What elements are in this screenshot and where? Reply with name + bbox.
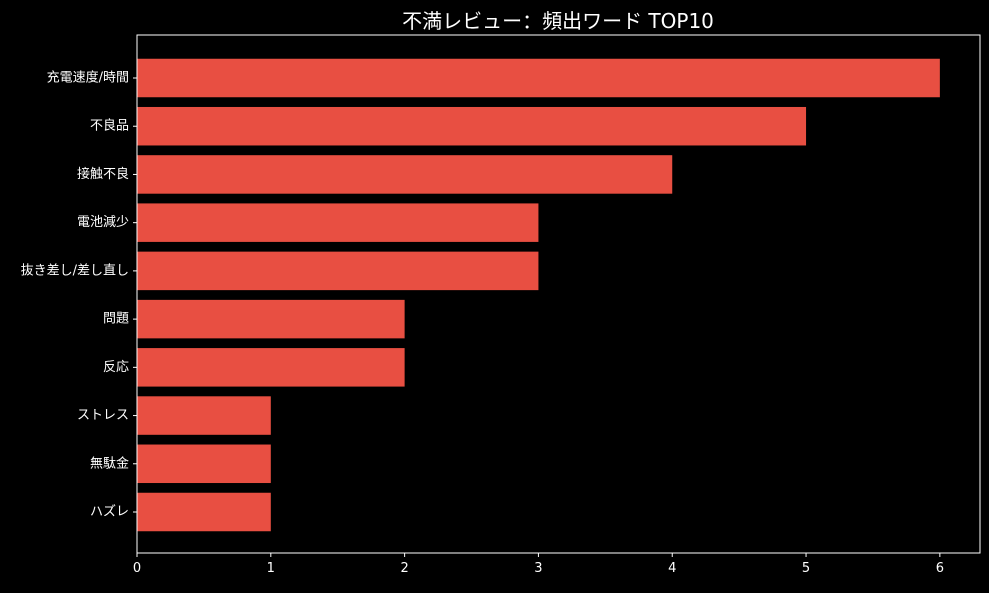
x-axis-ticks: 0 1 2 3 4 5 6 bbox=[133, 553, 944, 576]
plot-frame bbox=[136, 34, 981, 554]
bar bbox=[137, 492, 271, 532]
bar bbox=[137, 155, 673, 194]
x-tick-label: 1 bbox=[267, 561, 275, 576]
bar bbox=[137, 58, 940, 98]
bar bbox=[137, 348, 405, 387]
bar bbox=[137, 444, 271, 484]
category-label: 不良品 bbox=[90, 118, 129, 134]
x-tick-label: 0 bbox=[133, 561, 141, 576]
x-tick-label: 2 bbox=[400, 561, 408, 576]
category-label: 接触不良 bbox=[77, 166, 129, 182]
category-label: 電池減少 bbox=[77, 214, 129, 230]
bar bbox=[137, 106, 807, 146]
chart-title: 不満レビュー：頻出ワード TOP10 bbox=[402, 9, 714, 33]
bar bbox=[137, 251, 539, 291]
bars-layer bbox=[137, 58, 940, 532]
category-labels: 充電速度/時間不良品接触不良電池減少抜き差し/差し直し問題反応ストレス無駄金ハズ… bbox=[21, 70, 137, 520]
x-tick-label: 3 bbox=[534, 561, 542, 576]
category-label: 問題 bbox=[103, 312, 129, 327]
category-label: 無駄金 bbox=[90, 455, 129, 471]
bar bbox=[137, 299, 405, 339]
category-label: 反応 bbox=[103, 360, 129, 375]
category-label: ストレス bbox=[77, 408, 129, 423]
x-tick-label: 5 bbox=[802, 561, 810, 576]
category-label: ハズレ bbox=[90, 504, 129, 520]
category-label: 抜き差し/差し直し bbox=[21, 262, 129, 278]
x-tick-label: 4 bbox=[668, 561, 676, 576]
bar bbox=[137, 203, 539, 242]
bar bbox=[137, 396, 271, 435]
category-label: 充電速度/時間 bbox=[47, 70, 129, 86]
x-tick-label: 6 bbox=[936, 561, 944, 576]
